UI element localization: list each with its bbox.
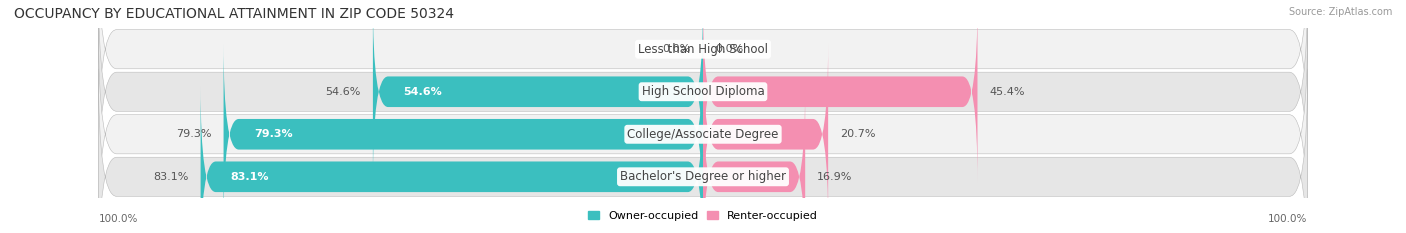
- Text: High School Diploma: High School Diploma: [641, 85, 765, 98]
- Text: 100.0%: 100.0%: [1268, 214, 1308, 224]
- FancyBboxPatch shape: [703, 43, 828, 225]
- FancyBboxPatch shape: [98, 0, 1308, 157]
- FancyBboxPatch shape: [703, 86, 806, 233]
- Text: 54.6%: 54.6%: [325, 87, 361, 97]
- FancyBboxPatch shape: [373, 1, 703, 183]
- FancyBboxPatch shape: [98, 0, 1308, 200]
- Text: 20.7%: 20.7%: [841, 129, 876, 139]
- FancyBboxPatch shape: [703, 1, 977, 183]
- Text: 0.0%: 0.0%: [662, 44, 690, 54]
- Text: 79.3%: 79.3%: [176, 129, 211, 139]
- Text: 0.0%: 0.0%: [716, 44, 744, 54]
- FancyBboxPatch shape: [98, 26, 1308, 233]
- Text: 16.9%: 16.9%: [817, 172, 852, 182]
- FancyBboxPatch shape: [201, 86, 703, 233]
- Text: Less than High School: Less than High School: [638, 43, 768, 56]
- Text: 79.3%: 79.3%: [254, 129, 292, 139]
- Text: 83.1%: 83.1%: [231, 172, 270, 182]
- Text: 45.4%: 45.4%: [990, 87, 1025, 97]
- FancyBboxPatch shape: [98, 69, 1308, 233]
- Text: OCCUPANCY BY EDUCATIONAL ATTAINMENT IN ZIP CODE 50324: OCCUPANCY BY EDUCATIONAL ATTAINMENT IN Z…: [14, 7, 454, 21]
- Text: College/Associate Degree: College/Associate Degree: [627, 128, 779, 141]
- Text: 100.0%: 100.0%: [98, 214, 138, 224]
- FancyBboxPatch shape: [224, 43, 703, 225]
- Text: 83.1%: 83.1%: [153, 172, 188, 182]
- Text: Source: ZipAtlas.com: Source: ZipAtlas.com: [1288, 7, 1392, 17]
- Text: Bachelor's Degree or higher: Bachelor's Degree or higher: [620, 170, 786, 183]
- Text: 54.6%: 54.6%: [404, 87, 441, 97]
- Legend: Owner-occupied, Renter-occupied: Owner-occupied, Renter-occupied: [583, 206, 823, 225]
